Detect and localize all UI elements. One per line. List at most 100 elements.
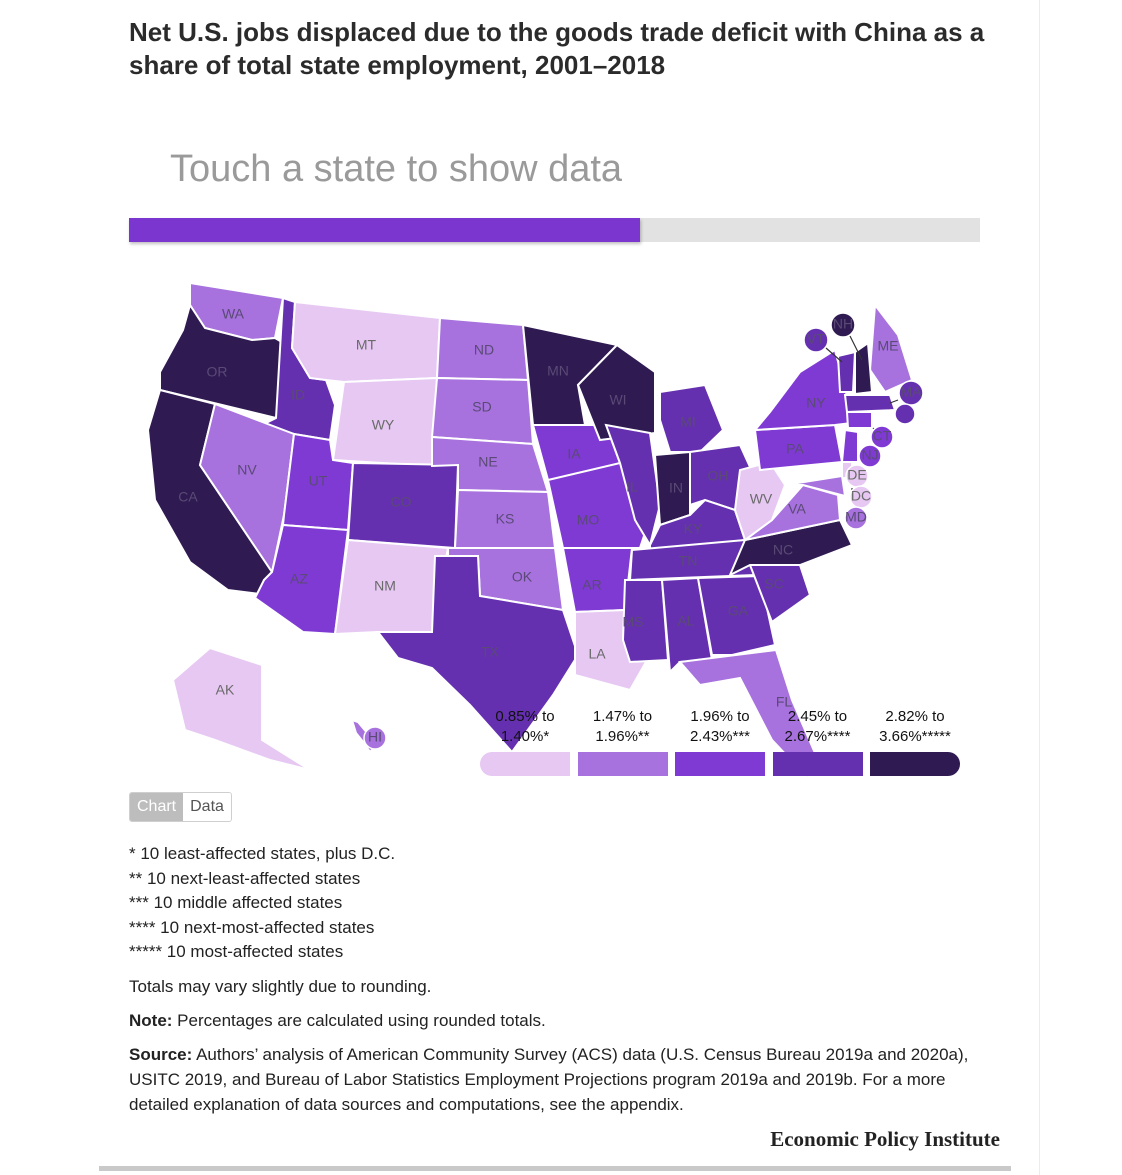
legend-swatch-3[interactable] <box>675 752 765 776</box>
state-vt[interactable] <box>836 350 857 393</box>
state-label-ok: OK <box>512 569 533 585</box>
state-wi[interactable] <box>576 343 656 442</box>
state-label-me: ME <box>878 338 899 354</box>
state-label-ia: IA <box>567 446 581 462</box>
callout-line-vt <box>825 347 843 363</box>
state-label-dc: DC <box>851 488 871 504</box>
state-label-ne: NE <box>478 454 497 470</box>
state-bubble-nj[interactable] <box>858 444 882 468</box>
state-fl[interactable] <box>678 648 820 780</box>
state-label-ks: KS <box>496 511 515 527</box>
touch-prompt: Touch a state to show data <box>170 148 623 190</box>
legend-label-line1: 0.85% to <box>495 708 555 725</box>
state-label-nj: NJ <box>861 447 878 463</box>
state-label-la: LA <box>588 646 606 662</box>
legend-label-3: 1.96% to 2.43%*** <box>675 707 765 747</box>
state-label-ky: KY <box>684 521 703 537</box>
state-label-nc: NC <box>773 542 793 558</box>
footnote-4: **** 10 next-most-affected states <box>129 917 375 937</box>
callout-line-nh <box>849 335 863 361</box>
state-label-ny: NY <box>806 395 826 411</box>
state-nj[interactable] <box>840 428 859 463</box>
state-az[interactable] <box>253 523 350 636</box>
legend-swatch-1[interactable] <box>480 752 570 776</box>
state-label-pa: PA <box>786 441 804 457</box>
state-label-wy: WY <box>372 417 395 433</box>
state-bubble-md[interactable] <box>844 506 868 530</box>
right-divider <box>1039 0 1040 1175</box>
state-ms[interactable] <box>621 579 670 664</box>
legend-label-line2: 2.67%**** <box>784 728 851 745</box>
state-label-ut: UT <box>309 473 328 489</box>
rounding-note: Totals may vary slightly due to rounding… <box>129 976 432 996</box>
state-ma[interactable] <box>843 394 897 414</box>
legend-swatch-4[interactable] <box>772 752 863 776</box>
view-toggle: Chart Data <box>129 792 232 822</box>
legend-label-line1: 1.96% to <box>690 708 750 725</box>
state-label-in: IN <box>669 480 683 496</box>
note-label: Note: <box>129 1010 173 1030</box>
state-ak[interactable] <box>171 646 311 771</box>
legend-label-line1: 2.82% to <box>885 708 945 725</box>
state-label-wi: WI <box>609 392 626 408</box>
footnote-3: *** 10 middle affected states <box>129 893 343 912</box>
footnotes: * 10 least-affected states, plus D.C. **… <box>129 842 1009 1117</box>
state-label-tn: TN <box>679 553 698 569</box>
state-label-or: OR <box>207 364 228 380</box>
legend-swatch-5[interactable] <box>870 752 960 776</box>
state-bubble-ma[interactable] <box>898 380 924 406</box>
state-label-oh: OH <box>708 468 729 484</box>
progress-bar-fill <box>129 218 640 242</box>
state-ga[interactable] <box>696 574 777 656</box>
state-bubble-nh[interactable] <box>830 312 856 338</box>
state-label-ca: CA <box>178 489 198 505</box>
state-me[interactable] <box>868 302 914 394</box>
state-bubble-ct[interactable] <box>870 425 894 449</box>
state-bubble-vt[interactable] <box>803 327 829 353</box>
state-bubble-ri[interactable] <box>894 403 916 425</box>
legend-label-1: 0.85% to 1.40%* <box>480 707 570 747</box>
state-label-sd: SD <box>472 399 491 415</box>
legend-label-4: 2.45% to 2.67%**** <box>773 707 863 747</box>
source-text: Authors’ analysis of American Community … <box>129 1044 969 1114</box>
note: Note: Percentages are calculated using r… <box>129 1008 1009 1033</box>
state-label-ak: AK <box>216 682 235 698</box>
legend-label-5: 2.82% to 3.66%***** <box>870 707 960 747</box>
state-label-ga: GA <box>728 603 749 619</box>
footnote-5: ***** 10 most-affected states <box>129 942 344 961</box>
note-text: Percentages are calculated using rounded… <box>172 1010 546 1030</box>
state-label-nv: NV <box>237 462 257 478</box>
legend-label-line2: 2.43%*** <box>689 728 751 745</box>
tab-chart[interactable]: Chart <box>130 793 184 821</box>
state-label-va: VA <box>788 501 806 517</box>
state-label-ar: AR <box>582 577 601 593</box>
us-state-map: WA OR CA ID NV MT WY UT AZ CO NM ND SD NE KS OK TX MN IA MO… <box>146 281 924 780</box>
state-ct[interactable] <box>845 411 873 429</box>
state-label-az: AZ <box>290 571 308 587</box>
state-label-mt: MT <box>356 337 377 353</box>
state-label-mn: MN <box>547 363 569 379</box>
legend-label-line1: 1.47% to <box>592 708 653 725</box>
legend-label-line1: 2.45% to <box>787 708 848 725</box>
legend-label-2: 1.47% to 1.96%** <box>578 707 668 747</box>
source-label: Source: <box>129 1044 193 1064</box>
state-label-wa: WA <box>222 306 245 322</box>
chart-title: Net U.S. jobs displaced due to the goods… <box>129 17 985 80</box>
state-mn[interactable] <box>521 323 619 426</box>
state-md[interactable] <box>784 474 847 498</box>
callout-line-ma <box>889 399 899 404</box>
state-label-sc: SC <box>764 576 783 592</box>
state-label-vt: VT <box>807 331 825 347</box>
footnote-1: * 10 least-affected states, plus D.C. <box>129 844 396 863</box>
legend-label-line2: 1.96%** <box>595 728 650 745</box>
state-label-de: DE <box>847 467 866 483</box>
state-label-ms: MS <box>623 614 644 630</box>
state-label-wv: WV <box>750 491 773 507</box>
state-label-co: CO <box>391 494 412 510</box>
state-bubble-hi[interactable] <box>363 726 387 750</box>
state-label-nd: ND <box>474 342 494 358</box>
legend-swatch-2[interactable] <box>577 752 668 776</box>
tab-data[interactable]: Data <box>183 793 231 821</box>
state-label-hi: HI <box>368 729 382 745</box>
state-label-id: ID <box>291 387 305 403</box>
